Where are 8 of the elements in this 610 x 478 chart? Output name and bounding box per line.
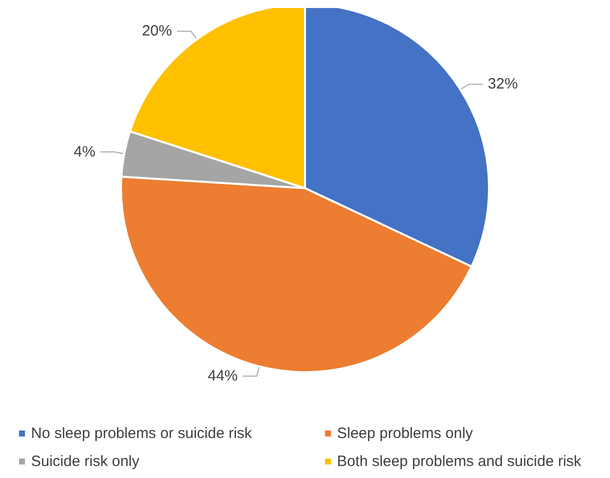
legend-label: Suicide risk only: [31, 453, 140, 470]
data-label: 32%: [488, 76, 518, 93]
data-label: 44%: [208, 368, 238, 385]
legend-label: No sleep problems or suicide risk: [31, 425, 252, 442]
data-label: 20%: [142, 22, 172, 40]
legend-label: Both sleep problems and suicide risk: [337, 453, 582, 470]
data-label: 4%: [74, 143, 96, 160]
legend-label: Sleep problems only: [337, 425, 474, 442]
